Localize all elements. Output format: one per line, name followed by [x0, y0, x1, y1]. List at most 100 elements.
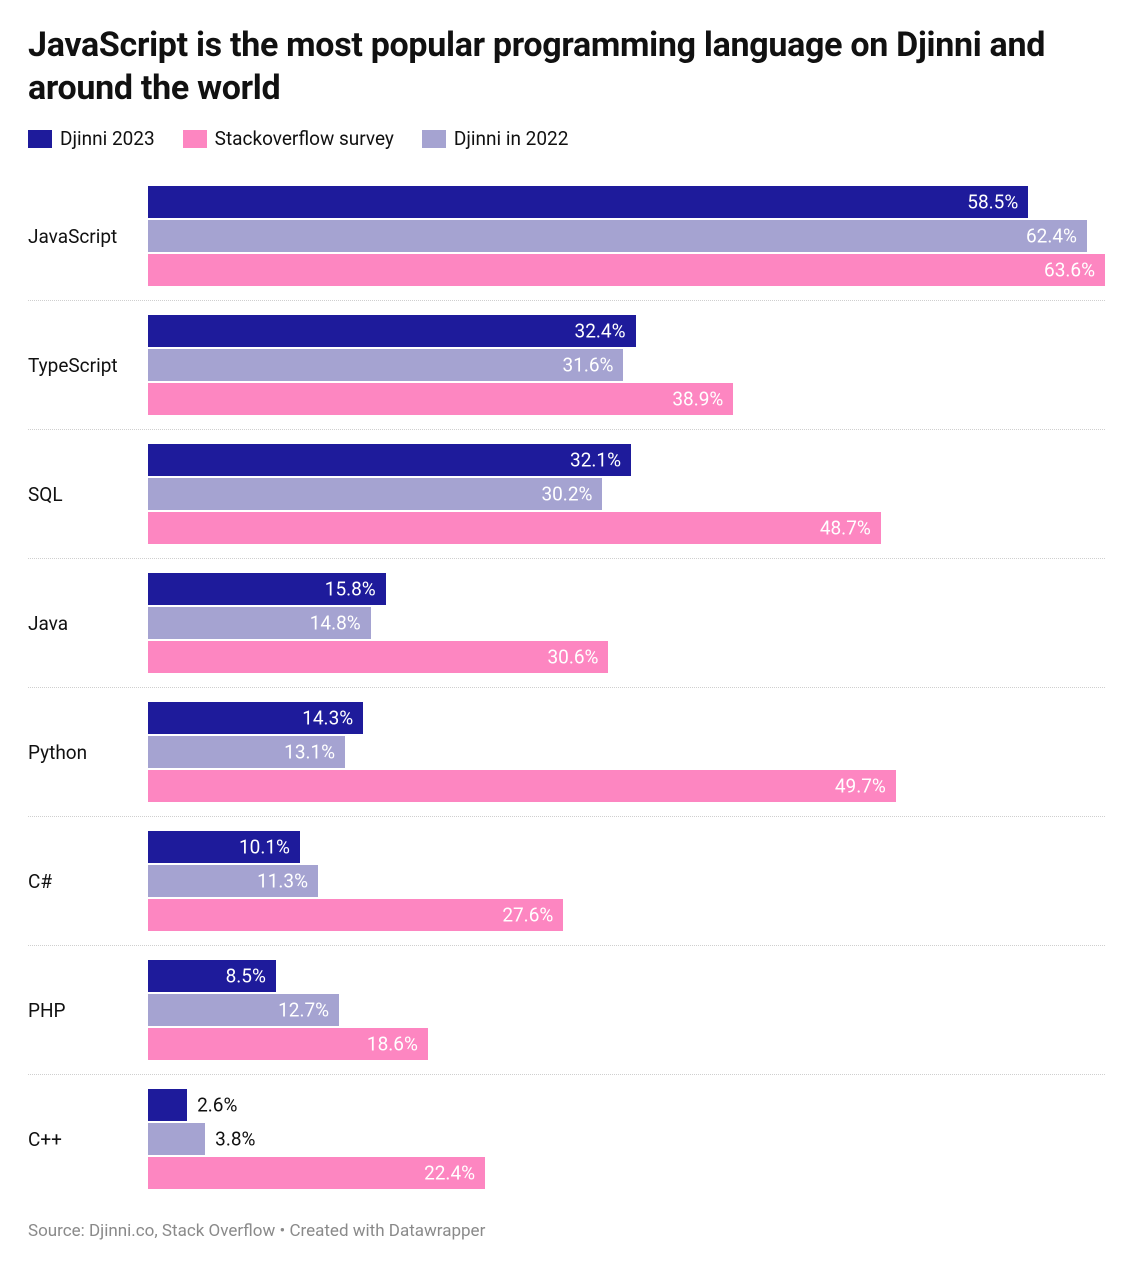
bar: 18.6%: [148, 1028, 428, 1060]
bar-value-label: 18.6%: [367, 1033, 418, 1056]
bar-value-label: 3.8%: [215, 1128, 255, 1151]
bar-group: 32.4% 31.6% 38.9%: [148, 315, 1105, 415]
bar: 11.3%: [148, 865, 318, 897]
chart-row: SQL 32.1% 30.2% 48.7%: [28, 430, 1105, 559]
chart-row: C++2.6%3.8%22.4%: [28, 1075, 1105, 1203]
chart-row: C# 10.1% 11.3% 27.6%: [28, 817, 1105, 946]
bar-value-label: 32.1%: [570, 449, 621, 472]
bar-group: 15.8% 14.8% 30.6%: [148, 573, 1105, 673]
chart-row: Java 15.8% 14.8% 30.6%: [28, 559, 1105, 688]
bar: 49.7%: [148, 770, 896, 802]
category-label: JavaScript: [28, 186, 148, 286]
bar: 63.6%: [148, 254, 1105, 286]
bar-group: 14.3% 13.1% 49.7%: [148, 702, 1105, 802]
bar-wrap: 14.8%: [148, 607, 1105, 639]
legend-label: Djinni 2023: [60, 127, 155, 150]
bar-value-label: 48.7%: [820, 517, 871, 540]
bar-group: 2.6% 3.8% 22.4%: [148, 1089, 1105, 1189]
bar: 38.9%: [148, 383, 733, 415]
bar-value-label: 15.8%: [325, 578, 376, 601]
category-label: Java: [28, 573, 148, 673]
bar-value-label: 49.7%: [835, 775, 886, 798]
bar-wrap: 32.4%: [148, 315, 1105, 347]
bar: 32.1%: [148, 444, 631, 476]
bar-wrap: 32.1%: [148, 444, 1105, 476]
legend-item: Djinni in 2022: [422, 127, 569, 150]
bar: 14.8%: [148, 607, 371, 639]
bar: 13.1%: [148, 736, 345, 768]
bar-wrap: 30.6%: [148, 641, 1105, 673]
legend-item: Stackoverflow survey: [183, 127, 394, 150]
bar: 30.6%: [148, 641, 608, 673]
bar-wrap: 48.7%: [148, 512, 1105, 544]
chart-row: TypeScript 32.4% 31.6% 38.9%: [28, 301, 1105, 430]
bar-value-label: 38.9%: [672, 388, 723, 411]
bar-group: 58.5% 62.4% 63.6%: [148, 186, 1105, 286]
bar-group: 8.5% 12.7% 18.6%: [148, 960, 1105, 1060]
bar-wrap: 30.2%: [148, 478, 1105, 510]
bar-chart: JavaScript58.5%62.4%63.6%TypeScript32.4%…: [28, 172, 1105, 1203]
legend-item: Djinni 2023: [28, 127, 155, 150]
bar-group: 32.1% 30.2% 48.7%: [148, 444, 1105, 544]
bar-value-label: 32.4%: [575, 320, 626, 343]
bar: 15.8%: [148, 573, 386, 605]
category-label: TypeScript: [28, 315, 148, 415]
bar-wrap: 49.7%: [148, 770, 1105, 802]
legend-label: Djinni in 2022: [454, 127, 569, 150]
bar-value-label: 11.3%: [257, 870, 308, 893]
chart-title: JavaScript is the most popular programmi…: [28, 24, 1105, 109]
bar-wrap: 62.4%: [148, 220, 1105, 252]
bar: 27.6%: [148, 899, 563, 931]
bar: 10.1%: [148, 831, 300, 863]
bar: 48.7%: [148, 512, 881, 544]
chart-row: PHP 8.5% 12.7% 18.6%: [28, 946, 1105, 1075]
legend-swatch: [183, 130, 207, 148]
bar: 31.6%: [148, 349, 623, 381]
bar-wrap: 31.6%: [148, 349, 1105, 381]
legend-label: Stackoverflow survey: [215, 127, 394, 150]
bar: 30.2%: [148, 478, 602, 510]
bar: 32.4%: [148, 315, 636, 347]
chart-footer: Source: Djinni.co, Stack Overflow • Crea…: [28, 1221, 1105, 1241]
bar-wrap: 38.9%: [148, 383, 1105, 415]
bar-wrap: 15.8%: [148, 573, 1105, 605]
bar-value-label: 27.6%: [502, 904, 553, 927]
legend-swatch: [422, 130, 446, 148]
bar-value-label: 10.1%: [239, 836, 290, 859]
bar-value-label: 2.6%: [197, 1094, 237, 1117]
bar-wrap: 12.7%: [148, 994, 1105, 1026]
bar-wrap: 8.5%: [148, 960, 1105, 992]
bar-wrap: 10.1%: [148, 831, 1105, 863]
bar-value-label: 30.2%: [541, 483, 592, 506]
bar-value-label: 14.3%: [302, 707, 353, 730]
bar-wrap: 13.1%: [148, 736, 1105, 768]
category-label: SQL: [28, 444, 148, 544]
bar-group: 10.1% 11.3% 27.6%: [148, 831, 1105, 931]
bar-wrap: 11.3%: [148, 865, 1105, 897]
bar-wrap: 3.8%: [148, 1123, 1105, 1155]
bar-value-label: 14.8%: [310, 612, 361, 635]
bar-wrap: 2.6%: [148, 1089, 1105, 1121]
bar: 58.5%: [148, 186, 1028, 218]
bar: [148, 1089, 187, 1121]
bar-wrap: 27.6%: [148, 899, 1105, 931]
bar: 12.7%: [148, 994, 339, 1026]
bar-value-label: 63.6%: [1044, 259, 1095, 282]
bar-value-label: 31.6%: [563, 354, 614, 377]
bar-value-label: 22.4%: [424, 1162, 475, 1185]
bar: 22.4%: [148, 1157, 485, 1189]
category-label: PHP: [28, 960, 148, 1060]
chart-row: JavaScript 58.5% 62.4% 63.6%: [28, 172, 1105, 301]
category-label: Python: [28, 702, 148, 802]
legend: Djinni 2023 Stackoverflow survey Djinni in…: [28, 127, 1105, 150]
bar: 62.4%: [148, 220, 1087, 252]
bar: [148, 1123, 205, 1155]
bar-value-label: 30.6%: [547, 646, 598, 669]
bar-value-label: 58.5%: [967, 191, 1018, 214]
bar-value-label: 8.5%: [226, 965, 266, 988]
bar-wrap: 14.3%: [148, 702, 1105, 734]
bar-value-label: 62.4%: [1026, 225, 1077, 248]
category-label: C#: [28, 831, 148, 931]
legend-swatch: [28, 130, 52, 148]
bar-wrap: 63.6%: [148, 254, 1105, 286]
